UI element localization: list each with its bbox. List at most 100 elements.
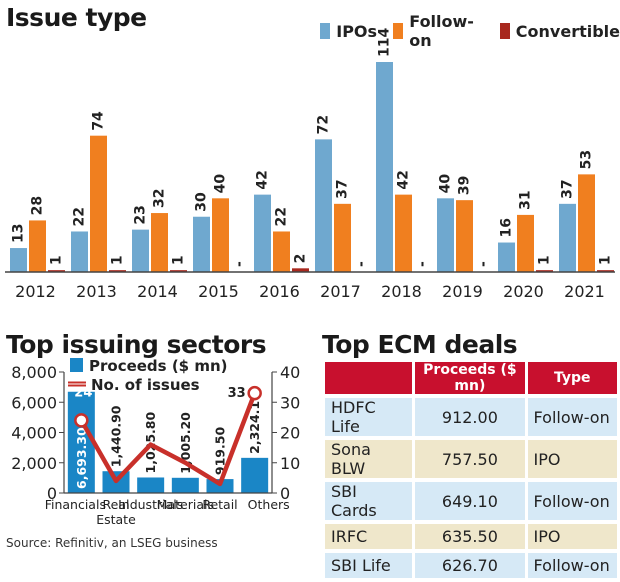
y-left-tick-label: 4,000 — [11, 424, 57, 443]
data-label: 42 — [396, 170, 412, 189]
data-label: 23 — [133, 205, 149, 224]
deal-name: Sona BLW — [325, 440, 413, 478]
x-tick-label: 2015 — [198, 282, 239, 301]
ecm-table: Proceeds ($ mn) Type HDFC Life 912.00 Fo… — [322, 358, 620, 582]
bar-ipos-2014 — [132, 229, 149, 272]
data-label: 1 — [110, 255, 126, 265]
bar-follow-on-2016 — [273, 231, 290, 272]
bar-ipos-2021 — [559, 203, 576, 272]
data-label: 16 — [499, 218, 515, 237]
data-label: 39 — [457, 176, 473, 195]
issues-label: 33 — [228, 386, 246, 401]
x-tick-label: Others — [248, 497, 290, 512]
bar-ipos-2012 — [10, 248, 27, 272]
y-right-tick-label: 20 — [280, 424, 300, 443]
ecm-header-row: Proceeds ($ mn) Type — [325, 362, 617, 394]
bar-proceeds-materials — [171, 477, 199, 493]
data-label: 1,440.90 — [109, 405, 124, 467]
bar-follow-on-2012 — [29, 220, 46, 272]
issues-marker — [247, 385, 262, 401]
bar-ipos-2013 — [71, 231, 88, 272]
sectors-title: Top issuing sectors — [6, 330, 267, 359]
y-left-tick-label: 0 — [47, 484, 57, 503]
bar-follow-on-2018 — [395, 194, 412, 272]
legend-proceeds-label: Proceeds ($ mn) — [89, 357, 228, 375]
data-label: - — [232, 261, 248, 267]
data-label: 74 — [91, 111, 107, 131]
deal-proceeds: 649.10 — [415, 482, 525, 520]
y-right-tick-label: 10 — [280, 454, 300, 473]
x-tick-label: Industrials — [118, 497, 183, 512]
bar-convertible-2012 — [48, 270, 65, 272]
legend-proceeds-swatch — [70, 358, 83, 372]
issues-label: 24 — [74, 385, 92, 400]
data-label: 30 — [194, 192, 210, 212]
data-label: 31 — [518, 190, 534, 209]
bar-follow-on-2017 — [334, 203, 351, 272]
legend-ipos-label: IPOs — [336, 21, 378, 41]
data-label: 13 — [11, 224, 27, 243]
y-left-tick-label: 2,000 — [11, 454, 57, 473]
x-tick-label: 2016 — [259, 282, 300, 301]
deal-type: Follow-on — [527, 482, 617, 520]
bar-ipos-2020 — [498, 242, 515, 272]
source-note: Source: Refinitiv, an LSEG business — [6, 536, 218, 550]
deal-proceeds: 635.50 — [415, 524, 525, 549]
bar-convertible-2014 — [170, 270, 187, 272]
data-label: 53 — [579, 150, 595, 169]
bar-follow-on-2013 — [90, 135, 107, 272]
y-right-tick-label: 40 — [280, 363, 300, 382]
ecm-title: Top ECM deals — [322, 330, 518, 359]
deal-name: SBI Cards — [325, 482, 413, 520]
bar-follow-on-2020 — [517, 214, 534, 272]
bar-follow-on-2019 — [456, 200, 473, 272]
issues-line — [79, 392, 257, 487]
data-label: 40 — [213, 174, 229, 194]
x-tick-label: 2021 — [564, 282, 605, 301]
data-label: 2 — [293, 254, 309, 264]
x-tick-label: Materials — [157, 497, 214, 512]
x-tick-label: 2020 — [503, 282, 544, 301]
data-label: 37 — [335, 179, 351, 198]
deal-name: IRFC — [325, 524, 413, 549]
data-label: - — [476, 261, 492, 267]
bar-proceeds-others — [241, 457, 269, 493]
bar-follow-on-2014 — [151, 213, 168, 272]
table-row: SBI Cards 649.10 Follow-on — [325, 482, 617, 520]
ecm-header-type: Type — [527, 362, 617, 394]
legend-follow-on-swatch — [393, 23, 404, 39]
legend-convertible-label: Convertible — [515, 21, 620, 41]
bar-ipos-2016 — [254, 194, 271, 272]
table-row: HDFC Life 912.00 Follow-on — [325, 398, 617, 436]
bar-convertible-2020 — [536, 270, 553, 272]
bar-convertible-2021 — [597, 270, 614, 272]
bar-follow-on-2015 — [212, 198, 229, 272]
y-left-tick-label: 6,000 — [11, 393, 57, 412]
x-tick-label: Financials — [45, 497, 106, 512]
data-label: 22 — [274, 207, 290, 226]
data-label: 28 — [30, 196, 46, 215]
deal-name: HDFC Life — [325, 398, 413, 436]
data-label: 114 — [377, 28, 393, 57]
data-label: - — [415, 261, 431, 267]
data-label: 40 — [438, 174, 454, 194]
legend-convertible-swatch — [499, 23, 510, 39]
data-label: 1 — [537, 255, 553, 265]
issue-type-chart: 1328120122274120132332120143040-20154222… — [5, 28, 615, 301]
bar-proceeds-financials — [67, 391, 95, 493]
deal-proceeds: 757.50 — [415, 440, 525, 478]
data-label: 32 — [152, 189, 168, 208]
y-right-tick-label: 0 — [280, 484, 290, 503]
data-label: 1 — [598, 255, 614, 265]
bar-convertible-2013 — [109, 270, 126, 272]
data-label: - — [354, 261, 370, 267]
x-tick-label: 2018 — [381, 282, 422, 301]
data-label: 42 — [255, 170, 271, 189]
x-tick-label: 2013 — [76, 282, 117, 301]
legend-ipos-swatch — [320, 23, 331, 39]
table-row: IRFC 635.50 IPO — [325, 524, 617, 549]
data-label: 72 — [316, 115, 332, 134]
data-label: 1 — [171, 255, 187, 265]
x-tick-label: 2014 — [137, 282, 178, 301]
x-tick-label: Retail — [202, 497, 237, 512]
